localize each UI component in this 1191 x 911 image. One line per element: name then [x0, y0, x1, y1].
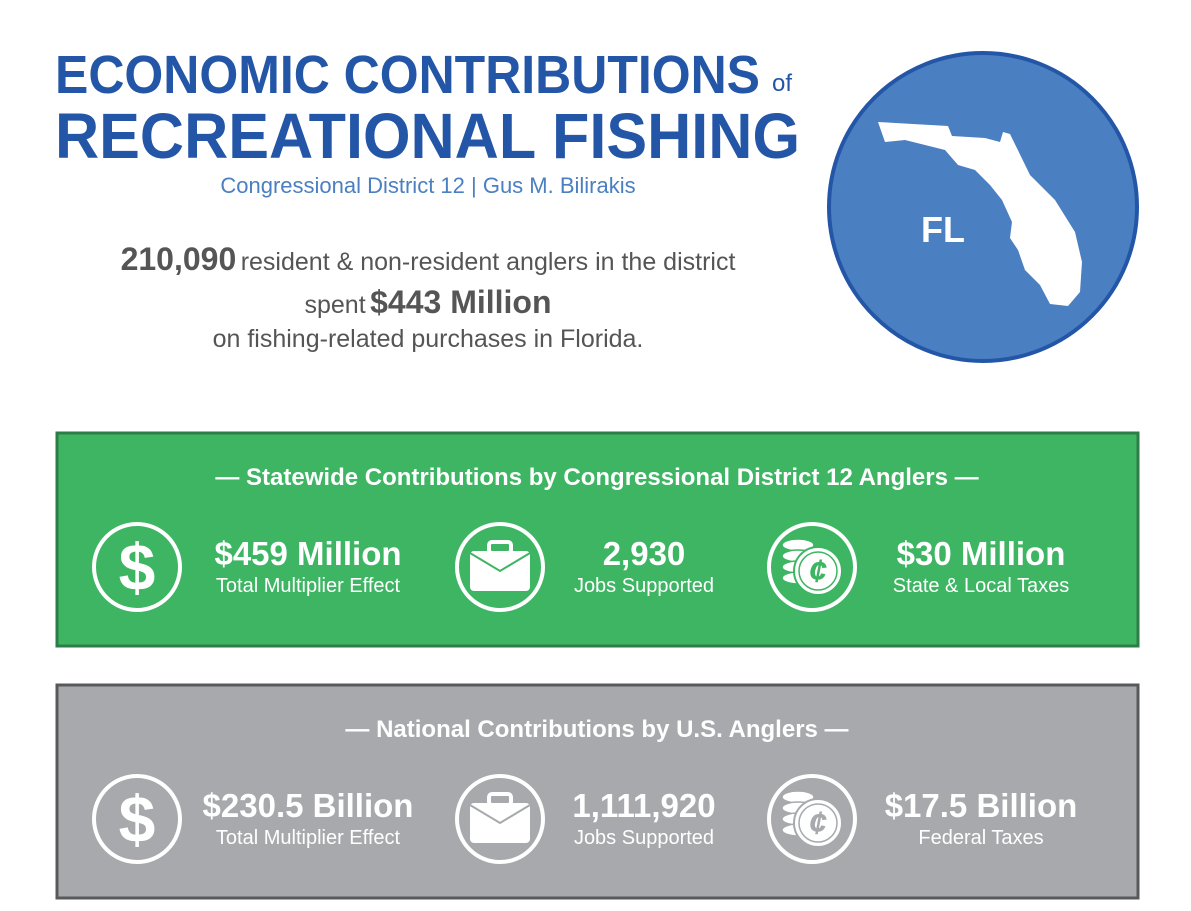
panel-heading: — Statewide Contributions by Congression…: [215, 464, 978, 491]
anglers-count: 210,090: [121, 241, 237, 277]
icon-ring: [92, 774, 182, 864]
title-line1: ECONOMIC CONTRIBUTIONS: [55, 45, 760, 105]
panel-background: [55, 431, 1140, 648]
briefcase-flap: [469, 804, 531, 825]
icon-symbol: ¢: [809, 805, 827, 841]
stat-value: $30 Million: [897, 535, 1066, 572]
panel-background: [55, 683, 1140, 900]
contribution-panel: — Statewide Contributions by Congression…: [55, 431, 1140, 648]
stat-icon: [455, 522, 545, 612]
stat-value: $230.5 Billion: [203, 787, 414, 824]
summary-line3: on fishing-related purchases in Florida.: [213, 325, 644, 353]
spent-amount: $443 Million: [370, 284, 551, 320]
icon-ring: [455, 774, 545, 864]
anglers-text: resident & non-resident anglers in the d…: [241, 248, 736, 276]
stat-label: Jobs Supported: [574, 575, 714, 597]
stat-value: $459 Million: [214, 535, 401, 572]
title-line2: RECREATIONAL FISHING: [55, 100, 800, 172]
stat-icon: ¢: [767, 522, 857, 612]
subtitle: Congressional District 12 | Gus M. Bilir…: [220, 173, 635, 198]
contribution-panel: — National Contributions by U.S. Anglers…: [55, 683, 1140, 900]
icon-ring: [92, 522, 182, 612]
summary-line1: 210,090 resident & non-resident anglers …: [121, 241, 736, 277]
coin-face: [793, 546, 843, 596]
stat-label: State & Local Taxes: [893, 575, 1069, 597]
stat-value: 2,930: [603, 535, 686, 572]
spent-text: spent: [304, 291, 365, 319]
stat-label: Jobs Supported: [574, 827, 714, 849]
icon-ring: [767, 522, 857, 612]
florida-shape: [878, 122, 1082, 306]
title-of: of: [772, 70, 792, 97]
coin-inner: [798, 551, 838, 591]
map-circle: [827, 51, 1139, 363]
briefcase-flap: [469, 552, 531, 573]
summary-line2: spent $443 Million: [304, 284, 551, 320]
stat-icon: $: [92, 774, 182, 864]
stat-label: Total Multiplier Effect: [216, 575, 401, 597]
stat-label: Federal Taxes: [918, 827, 1043, 849]
stat-label: Total Multiplier Effect: [216, 827, 401, 849]
panel-heading: — National Contributions by U.S. Anglers…: [345, 716, 848, 743]
map-label: FL: [921, 209, 965, 250]
icon-symbol: $: [119, 530, 156, 604]
stat-icon: ¢: [767, 774, 857, 864]
stat-value: $17.5 Billion: [885, 787, 1078, 824]
icon-symbol: $: [119, 782, 156, 856]
briefcase-handle: [487, 792, 513, 807]
stat-icon: $: [92, 522, 182, 612]
icon-ring: [455, 522, 545, 612]
florida-map: FL: [827, 51, 1139, 363]
icon-symbol: ¢: [809, 553, 827, 589]
coin-face: [793, 798, 843, 848]
coin-inner: [798, 803, 838, 843]
stat-icon: [455, 774, 545, 864]
briefcase-handle: [487, 540, 513, 555]
icon-ring: [767, 774, 857, 864]
stat-value: 1,111,920: [572, 787, 715, 824]
